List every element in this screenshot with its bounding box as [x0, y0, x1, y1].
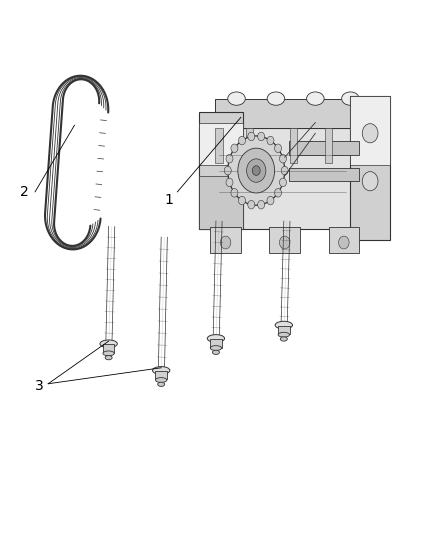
Ellipse shape — [103, 351, 114, 356]
Bar — [246, 128, 253, 163]
Circle shape — [252, 166, 260, 175]
Circle shape — [258, 200, 265, 209]
Circle shape — [238, 148, 275, 193]
Ellipse shape — [278, 333, 290, 337]
Bar — [199, 123, 243, 165]
Circle shape — [279, 178, 286, 187]
Circle shape — [339, 236, 349, 249]
Ellipse shape — [105, 356, 112, 360]
Circle shape — [231, 144, 238, 152]
Circle shape — [226, 178, 233, 187]
Circle shape — [220, 236, 231, 249]
Text: 2: 2 — [20, 185, 28, 199]
Bar — [215, 99, 364, 128]
Ellipse shape — [210, 345, 222, 351]
Ellipse shape — [100, 340, 117, 348]
Circle shape — [226, 155, 233, 163]
Circle shape — [279, 155, 286, 163]
Bar — [350, 96, 390, 240]
Circle shape — [362, 124, 378, 143]
Circle shape — [281, 166, 288, 175]
Circle shape — [239, 136, 245, 145]
Circle shape — [231, 189, 238, 197]
Ellipse shape — [207, 335, 225, 342]
Bar — [269, 227, 300, 253]
Ellipse shape — [267, 92, 285, 106]
Bar — [199, 112, 243, 229]
Ellipse shape — [342, 92, 359, 106]
Bar — [290, 128, 297, 163]
Circle shape — [247, 159, 266, 182]
Bar — [289, 168, 359, 181]
Text: 1: 1 — [164, 193, 173, 207]
Circle shape — [362, 172, 378, 191]
Bar — [215, 128, 223, 163]
Ellipse shape — [228, 92, 245, 106]
Bar — [199, 176, 243, 229]
Bar — [289, 141, 359, 155]
Circle shape — [279, 236, 290, 249]
Bar — [103, 344, 114, 353]
Circle shape — [224, 166, 231, 175]
Bar — [278, 326, 290, 334]
Circle shape — [267, 136, 274, 145]
Bar — [328, 227, 359, 253]
Ellipse shape — [275, 321, 293, 329]
Circle shape — [275, 189, 282, 197]
Bar — [210, 339, 222, 348]
Ellipse shape — [152, 367, 170, 374]
Ellipse shape — [280, 337, 287, 341]
Ellipse shape — [155, 377, 167, 383]
Circle shape — [275, 144, 282, 152]
Ellipse shape — [158, 382, 165, 386]
Bar — [325, 128, 332, 163]
Circle shape — [238, 196, 245, 205]
Bar — [350, 96, 390, 165]
Bar — [199, 128, 388, 229]
Bar — [210, 227, 241, 253]
Circle shape — [267, 196, 274, 205]
Bar — [155, 371, 167, 379]
Circle shape — [258, 132, 265, 141]
Circle shape — [248, 132, 255, 141]
Ellipse shape — [307, 92, 324, 106]
Ellipse shape — [212, 350, 219, 354]
Text: 3: 3 — [35, 379, 44, 393]
Circle shape — [248, 200, 255, 209]
Circle shape — [228, 136, 285, 205]
